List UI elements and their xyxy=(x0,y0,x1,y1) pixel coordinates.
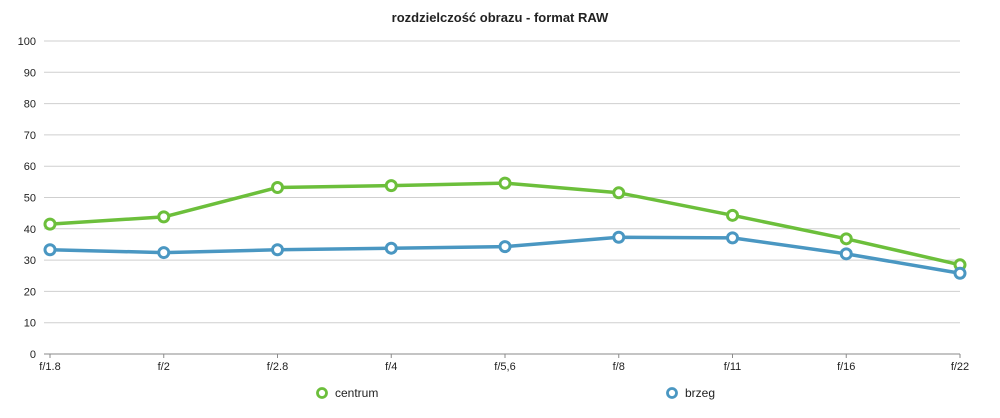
legend-label: brzeg xyxy=(685,386,715,400)
legend-marker-icon xyxy=(666,387,678,399)
data-point-brzeg xyxy=(271,243,284,257)
legend-label: centrum xyxy=(335,386,378,400)
x-tick-label: f/8 xyxy=(613,361,625,373)
data-point-centrum xyxy=(612,186,626,200)
x-axis-labels: f/1.8 f/2 f/2.8 f/4 f/5,6 f/8 f/11 f/16 f/22 xyxy=(39,354,969,373)
chart-title: rozdzielczość obrazu - format RAW xyxy=(392,10,609,25)
y-tick-label: 40 xyxy=(24,224,36,236)
legend-item-centrum: centrum xyxy=(316,386,378,400)
data-point-brzeg xyxy=(953,266,967,280)
y-tick-label: 0 xyxy=(30,349,36,361)
data-point-centrum xyxy=(271,180,284,194)
data-point-brzeg xyxy=(43,243,57,257)
y-tick-label: 90 xyxy=(24,67,36,79)
y-tick-label: 30 xyxy=(24,255,36,267)
x-tick-label: f/22 xyxy=(951,361,969,373)
data-point-brzeg xyxy=(157,246,171,260)
data-point-brzeg xyxy=(839,247,853,261)
data-point-centrum xyxy=(384,179,398,193)
y-tick-label: 60 xyxy=(24,161,36,173)
y-tick-label: 50 xyxy=(24,193,36,205)
data-point-centrum xyxy=(726,208,739,222)
x-tick-label: f/1.8 xyxy=(39,361,60,373)
data-point-centrum xyxy=(43,217,57,231)
x-tick-label: f/2 xyxy=(158,361,170,373)
y-tick-label: 10 xyxy=(24,318,36,330)
data-point-brzeg xyxy=(612,230,626,244)
data-point-centrum xyxy=(157,210,171,224)
data-point-brzeg xyxy=(384,241,398,255)
x-tick-label: f/16 xyxy=(837,361,855,373)
y-tick-label: 100 xyxy=(18,36,36,48)
x-tick-label: f/4 xyxy=(385,361,397,373)
y-tick-label: 70 xyxy=(24,130,36,142)
data-point-centrum xyxy=(839,232,853,246)
legend-marker-icon xyxy=(316,387,328,399)
x-tick-label: f/5,6 xyxy=(494,361,515,373)
x-tick-label: f/2.8 xyxy=(267,361,288,373)
y-tick-label: 80 xyxy=(24,99,36,111)
legend: centrum brzeg xyxy=(316,386,715,400)
legend-item-brzeg: brzeg xyxy=(666,386,715,400)
data-point-brzeg xyxy=(726,231,739,245)
grid-lines xyxy=(44,40,960,355)
y-axis-labels: 0 10 20 30 40 50 60 70 80 90 100 xyxy=(18,36,36,361)
data-point-brzeg xyxy=(498,240,512,254)
data-point-centrum xyxy=(498,176,512,190)
x-tick-label: f/11 xyxy=(724,361,742,373)
y-tick-label: 20 xyxy=(24,286,36,298)
series-lines xyxy=(43,176,967,280)
